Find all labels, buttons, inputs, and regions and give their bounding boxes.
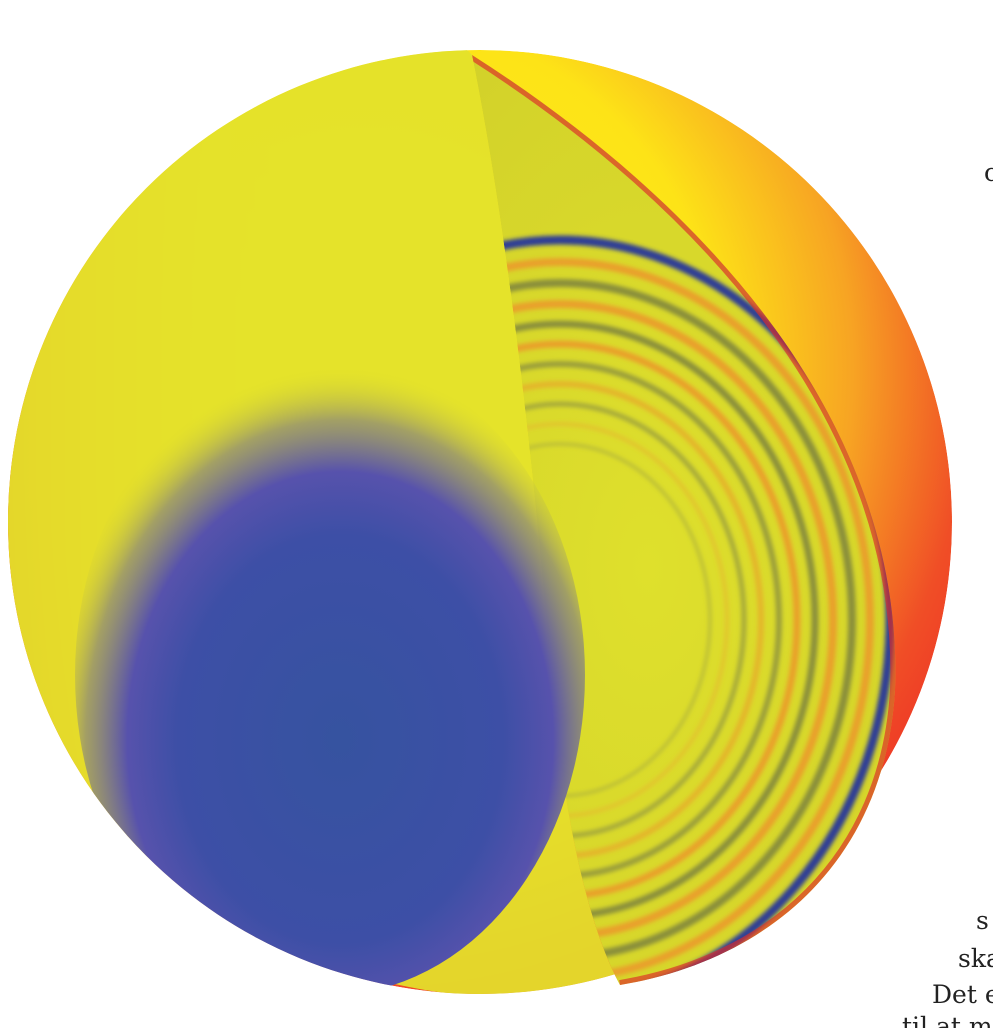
text-fragment: Det en [932,980,993,1009]
text-fragment: s [976,906,989,935]
text-fragment: skal [958,944,993,973]
text-fragment: til at måle [902,1012,993,1028]
text-fragment: c [984,158,993,187]
